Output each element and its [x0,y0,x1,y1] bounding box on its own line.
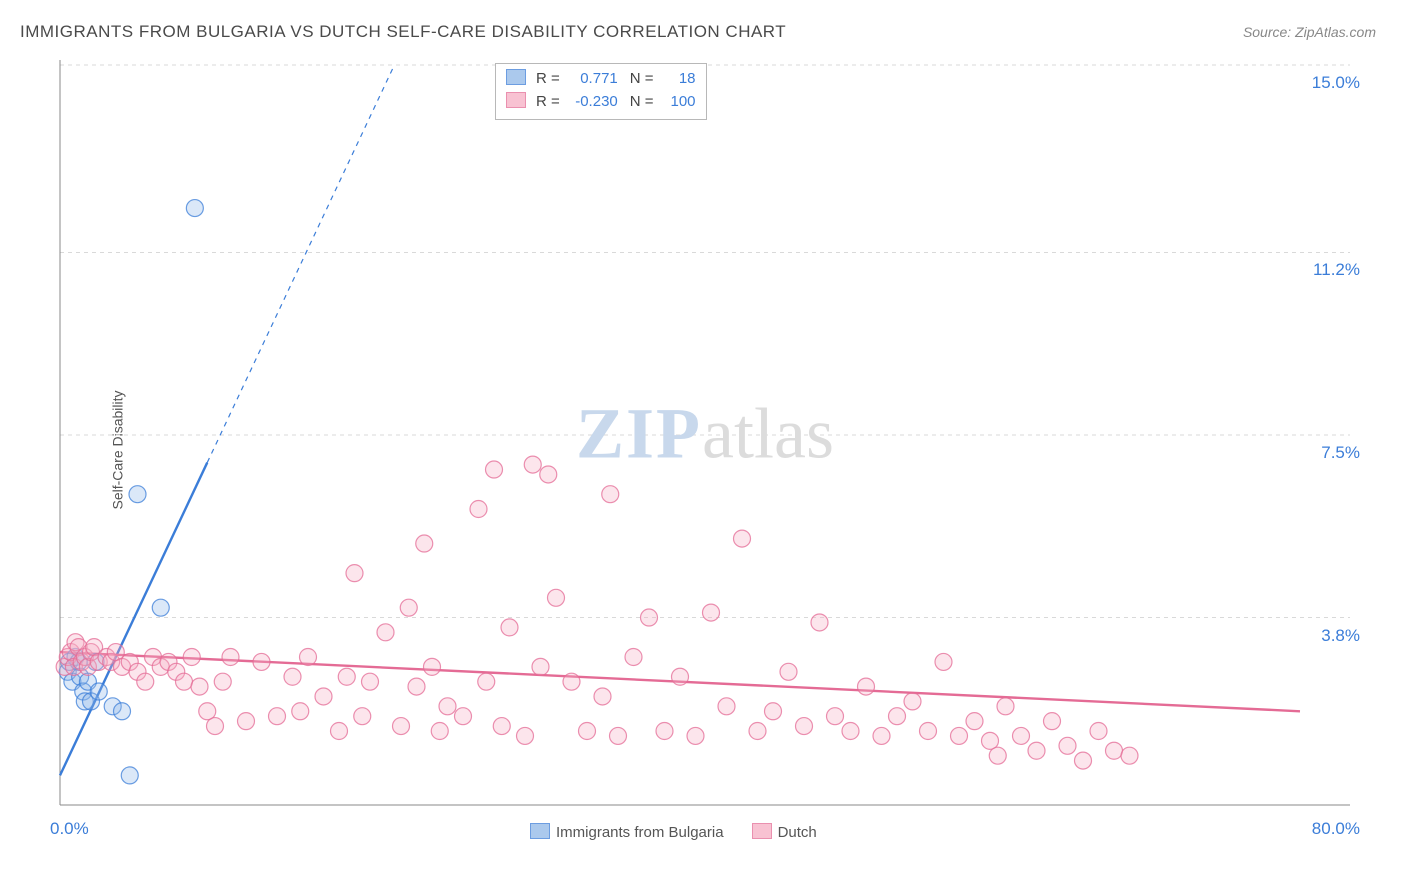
source-credit: Source: ZipAtlas.com [1243,24,1376,40]
correlation-legend-box: R =0.771 N =18 R =-0.230 N =100 [495,63,707,120]
series-swatch-dutch [752,823,772,839]
legend-row-bulgaria: R =0.771 N =18 [506,68,696,91]
y-tick-label: 11.2% [1313,260,1360,280]
legend-N-label: N = [630,93,654,110]
chart-title: IMMIGRANTS FROM BULGARIA VS DUTCH SELF-C… [20,22,786,42]
legend-N-label: N = [630,70,654,87]
legend-R-value: 0.771 [564,68,618,91]
series-label-bulgaria: Immigrants from Bulgaria [556,824,724,841]
y-tick-label: 7.5% [1321,443,1360,463]
legend-swatch-bulgaria [506,69,526,85]
series-label-dutch: Dutch [778,824,817,841]
x-axis-max-label: 80.0% [1312,819,1360,839]
series-legend: Immigrants from Bulgaria Dutch [530,823,817,841]
grid-layer [60,65,1350,618]
x-axis-min-label: 0.0% [50,819,89,839]
legend-N-value: 18 [658,68,696,91]
legend-R-label: R = [536,93,560,110]
legend-N-value: 100 [658,91,696,114]
legend-row-dutch: R =-0.230 N =100 [506,91,696,114]
legend-swatch-dutch [506,92,526,108]
y-tick-label: 3.8% [1321,626,1360,646]
series-swatch-bulgaria [530,823,550,839]
legend-R-label: R = [536,70,560,87]
legend-R-value: -0.230 [564,91,618,114]
chart-plot-area: Self-Care Disability ZIPatlas R =0.771N … [50,55,1360,845]
axes-layer [60,60,1350,805]
scatter-chart-svg [50,55,1360,845]
y-tick-label: 15.0% [1312,73,1360,93]
